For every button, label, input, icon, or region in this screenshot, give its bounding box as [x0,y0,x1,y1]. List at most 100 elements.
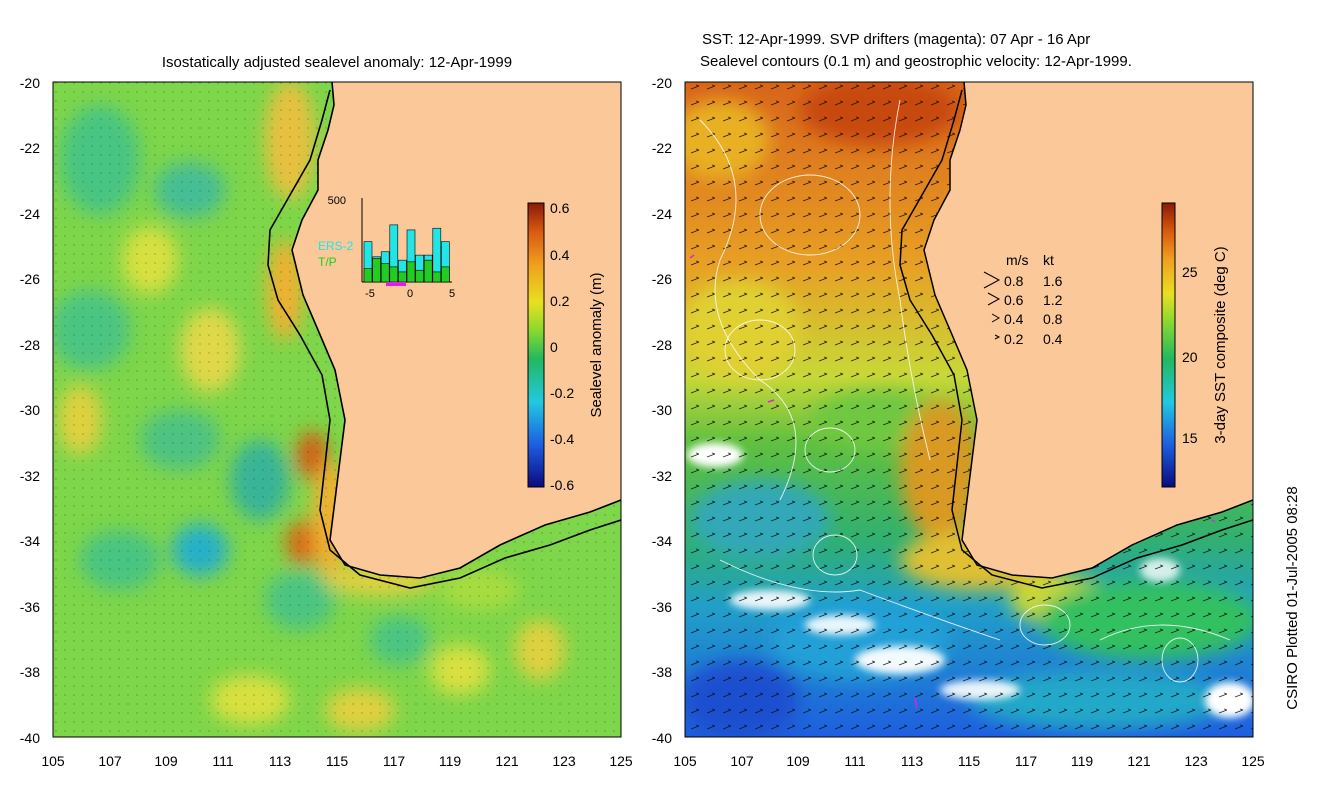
left-y-tick: -34 [20,533,40,549]
velocity-arrow-0.4 [991,313,1001,323]
inset-bar-tp [432,271,442,283]
inset-x-tick: 5 [449,288,455,300]
right-y-tick: -30 [652,402,672,418]
right-x-tick: 121 [1127,753,1151,769]
left-colorbar-tick: -0.2 [550,385,574,401]
right-y-tick: -20 [652,75,672,91]
right-x-tick: 113 [901,753,924,769]
right-y-tick: -22 [652,140,672,156]
right-x-tick: 123 [1184,753,1208,769]
left-colorbar-tick: 0.6 [550,200,570,216]
inset-bars [363,224,450,283]
velocity-arrow-0.8 [983,271,1001,289]
left-y-tick: -22 [20,140,40,156]
left-x-tick: 123 [552,753,576,769]
velocity-legend-kt: 0.4 [1043,331,1063,347]
inset-bar-tp [363,268,373,283]
left-shelf-contour [267,89,621,589]
left-colorbar-label: Sealevel anomaly (m) [588,272,605,417]
right-colorbar: 25 20 15 3-day SST composite (deg C) [1161,202,1229,488]
left-x-tick: 113 [269,753,292,769]
velocity-legend-kt: 1.6 [1043,273,1063,289]
left-y-tick: -30 [20,402,40,418]
right-panel-title-line1: SST: 12-Apr-1999. SVP drifters (magenta)… [702,31,1090,48]
left-x-tick: 119 [439,753,462,769]
right-x-tick: 117 [1015,753,1038,769]
data-count-inset: 500 -5 0 5 ERS-2 T/P [318,195,455,300]
right-x-tick: 125 [1241,753,1265,769]
right-shelf-contour [899,89,1253,589]
inset-window-marker [386,282,406,286]
right-y-tick: -40 [652,730,672,746]
inset-bar-tp [441,266,450,283]
velocity-arrow-0.2 [994,334,1001,340]
right-y-tick: -28 [652,337,672,353]
inset-bar-tp [389,266,399,283]
inset-x-tick: -5 [365,288,375,300]
right-australia-land [924,82,1253,578]
left-x-tick: 107 [98,753,122,769]
right-colorbar-tick: 25 [1182,264,1198,280]
left-x-tick: 111 [212,753,233,769]
inset-bar-tp [423,259,433,283]
left-x-tick: 125 [609,753,633,769]
velocity-legend-ms: 0.2 [1004,331,1024,347]
left-y-tick: -38 [20,664,40,680]
right-y-tick: -34 [652,533,672,549]
left-map-frame [52,81,622,738]
left-colorbar-tick: -0.4 [550,431,574,447]
inset-x-tick: 0 [407,288,413,300]
inset-bar-tp [406,261,416,283]
left-y-tick: -28 [20,337,40,353]
left-colorbar: 0.6 0.4 0.2 0 -0.2 -0.4 -0.6 Sealevel an… [527,200,605,493]
inset-bar-tp [372,258,381,283]
right-y-tick: -36 [652,599,672,615]
left-colorbar-tick: 0.4 [550,247,570,263]
left-colorbar-tick: 0.2 [550,293,570,309]
left-panel-title: Isostatically adjusted sealevel anomaly:… [162,54,512,71]
left-y-tick: -20 [20,75,40,91]
left-x-tick: 117 [383,753,406,769]
left-x-tick: 105 [41,753,65,769]
velocity-legend-kt-header: kt [1043,252,1054,268]
left-y-tick: -40 [20,730,40,746]
velocity-arrow-0.6 [987,292,1001,306]
inset-bar-tp [398,271,407,283]
right-colorbar-tick: 20 [1182,349,1198,365]
left-x-axis: 105 107 109 111 113 115 117 119 121 123 … [41,753,633,769]
left-y-axis: -20 -22 -24 -26 -28 -30 -32 -34 -36 -38 … [20,75,40,746]
right-y-axis: -20 -22 -24 -26 -28 -30 -32 -34 -36 -38 … [652,75,672,746]
velocity-legend-ms-header: m/s [1006,252,1029,268]
right-x-tick: 109 [786,753,810,769]
left-x-tick: 121 [495,753,519,769]
inset-bar-tp [380,263,390,283]
velocity-legend: m/s kt 0.8 1.6 0.6 1.2 0.4 0.8 0.2 0.4 [983,252,1063,347]
svp-drifters [689,254,1216,709]
right-map-frame [684,81,1254,738]
inset-legend-ers2: ERS-2 [318,239,354,253]
left-y-tick: -26 [20,271,40,287]
left-y-tick: -32 [20,468,40,484]
right-x-tick: 115 [958,753,981,769]
right-colorbar-gradient [1161,202,1176,488]
left-y-tick: -36 [20,599,40,615]
right-y-tick: -26 [652,271,672,287]
right-colorbar-tick: 15 [1182,430,1198,446]
left-colorbar-tick: 0 [550,339,558,355]
right-y-tick: -38 [652,664,672,680]
velocity-legend-kt: 1.2 [1043,292,1063,308]
right-x-axis: 105 107 109 111 113 115 117 119 121 123 … [673,753,1265,769]
sealevel-contours [699,99,1231,683]
left-x-tick: 115 [326,753,349,769]
right-x-tick: 107 [730,753,754,769]
left-coastline [291,82,621,579]
plot-credit: CSIRO Plotted 01-Jul-2005 08:28 [1284,486,1301,709]
right-y-tick: -24 [652,206,672,222]
velocity-legend-ms: 0.4 [1004,311,1024,327]
inset-y-label: 500 [328,195,346,207]
left-x-tick: 109 [154,753,178,769]
right-map-area [685,82,1253,737]
inset-legend-tp: T/P [318,255,337,269]
velocity-legend-kt: 0.8 [1043,311,1063,327]
